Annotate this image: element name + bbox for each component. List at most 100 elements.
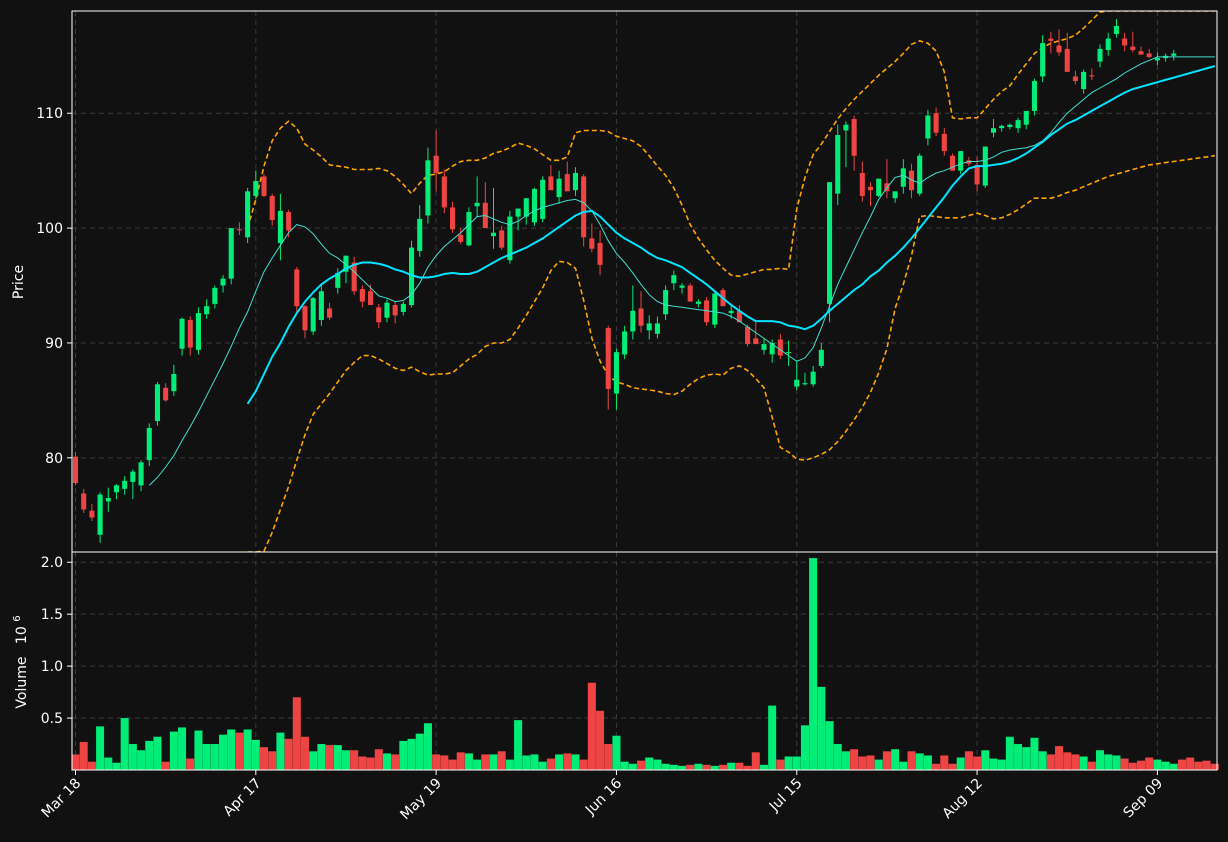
candle-body	[179, 318, 185, 349]
candle-body	[974, 164, 980, 185]
volume-bar	[194, 730, 203, 770]
candle	[933, 107, 939, 137]
candle	[97, 492, 103, 543]
candle-body	[949, 155, 956, 171]
candle-body	[433, 155, 439, 173]
candle	[908, 163, 915, 199]
volume-bar	[366, 757, 375, 770]
volume-bar	[178, 727, 187, 770]
candle	[384, 299, 390, 323]
candle	[89, 503, 95, 521]
candle	[818, 342, 824, 369]
candle-body	[359, 288, 365, 302]
candle	[458, 228, 464, 245]
candle	[949, 153, 956, 171]
candle-body	[72, 456, 79, 484]
candle-body	[917, 155, 923, 194]
candle	[81, 488, 87, 513]
candle	[302, 305, 308, 339]
candle-body	[1081, 71, 1087, 90]
candle	[663, 285, 669, 320]
candle	[1056, 29, 1062, 56]
candle-body	[908, 170, 915, 191]
volume-bar	[710, 765, 719, 770]
volume-bar	[227, 729, 236, 770]
volume-bar	[563, 753, 572, 770]
volume-bar	[850, 749, 859, 770]
volume-bar	[841, 751, 850, 770]
candle-body	[1146, 53, 1152, 57]
candle-body	[97, 494, 103, 535]
candle-body	[802, 383, 808, 385]
volume-bar	[202, 744, 211, 770]
volume-bar	[727, 762, 736, 770]
candle-body	[654, 323, 660, 334]
candle	[581, 174, 587, 247]
candle	[613, 348, 619, 410]
candle	[1064, 32, 1070, 72]
candle	[761, 338, 767, 355]
candle-body	[171, 373, 177, 392]
candle-body	[736, 310, 742, 323]
candle	[474, 176, 480, 217]
candle-body	[113, 485, 120, 493]
candle-body	[122, 480, 128, 489]
volume-tick-label: 0.5	[41, 711, 63, 727]
candle-body	[622, 331, 628, 355]
volume-bar	[825, 721, 834, 770]
candle	[171, 364, 177, 396]
candle	[712, 291, 718, 329]
volume-bar	[932, 763, 941, 770]
candle	[1040, 35, 1046, 83]
candle-body	[409, 247, 415, 306]
volume-bar	[276, 732, 285, 770]
candle	[917, 153, 923, 196]
candle-body	[638, 308, 644, 326]
volume-bar	[317, 744, 326, 770]
candle	[876, 178, 882, 198]
candle-body	[712, 293, 718, 325]
candle-body	[1007, 124, 1013, 128]
volume-bar	[456, 752, 465, 770]
candle	[736, 305, 742, 323]
candle	[556, 170, 562, 204]
candle	[925, 109, 931, 146]
volume-bar	[989, 758, 998, 770]
volume-bar	[546, 758, 555, 770]
candle	[572, 167, 579, 196]
volume-axis-exponent: 6	[12, 615, 23, 621]
volume-bar	[899, 761, 908, 770]
candle-body	[687, 285, 693, 302]
candle-body	[892, 191, 898, 199]
volume-bar	[800, 725, 809, 770]
candle-body	[900, 168, 906, 187]
candle-body	[499, 230, 505, 248]
candle-body	[245, 191, 251, 238]
volume-bar	[96, 726, 105, 770]
volume-bar	[161, 761, 170, 770]
candle-body	[228, 228, 234, 279]
candle-body	[933, 113, 939, 133]
volume-bar	[87, 761, 96, 770]
candle	[843, 121, 849, 168]
candle	[154, 382, 161, 426]
volume-bar	[1071, 754, 1080, 770]
candle-body	[1015, 120, 1021, 129]
volume-bar	[1136, 760, 1146, 770]
volume-bar	[571, 754, 580, 770]
volume-bar	[407, 738, 416, 770]
volume-bar	[686, 764, 695, 770]
candle-body	[867, 186, 874, 191]
candle-body	[843, 124, 849, 131]
candle	[589, 223, 595, 253]
candle-body	[1089, 75, 1095, 77]
candle	[531, 187, 538, 226]
candle	[376, 303, 382, 329]
candle-body	[1056, 45, 1062, 53]
volume-bar	[382, 753, 391, 770]
volume-bar	[145, 740, 154, 770]
volume-bar	[718, 764, 728, 770]
candle	[441, 169, 447, 214]
candle	[704, 297, 710, 326]
volume-bar	[358, 756, 367, 770]
